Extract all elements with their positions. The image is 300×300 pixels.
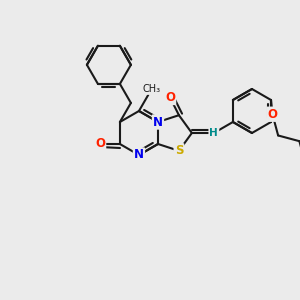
- Text: N: N: [153, 116, 163, 128]
- Text: CH₃: CH₃: [142, 84, 161, 94]
- Text: O: O: [95, 137, 105, 151]
- Text: O: O: [267, 108, 278, 121]
- Text: H: H: [209, 128, 218, 138]
- Text: S: S: [175, 144, 183, 157]
- Text: N: N: [134, 148, 144, 161]
- Text: O: O: [165, 91, 175, 104]
